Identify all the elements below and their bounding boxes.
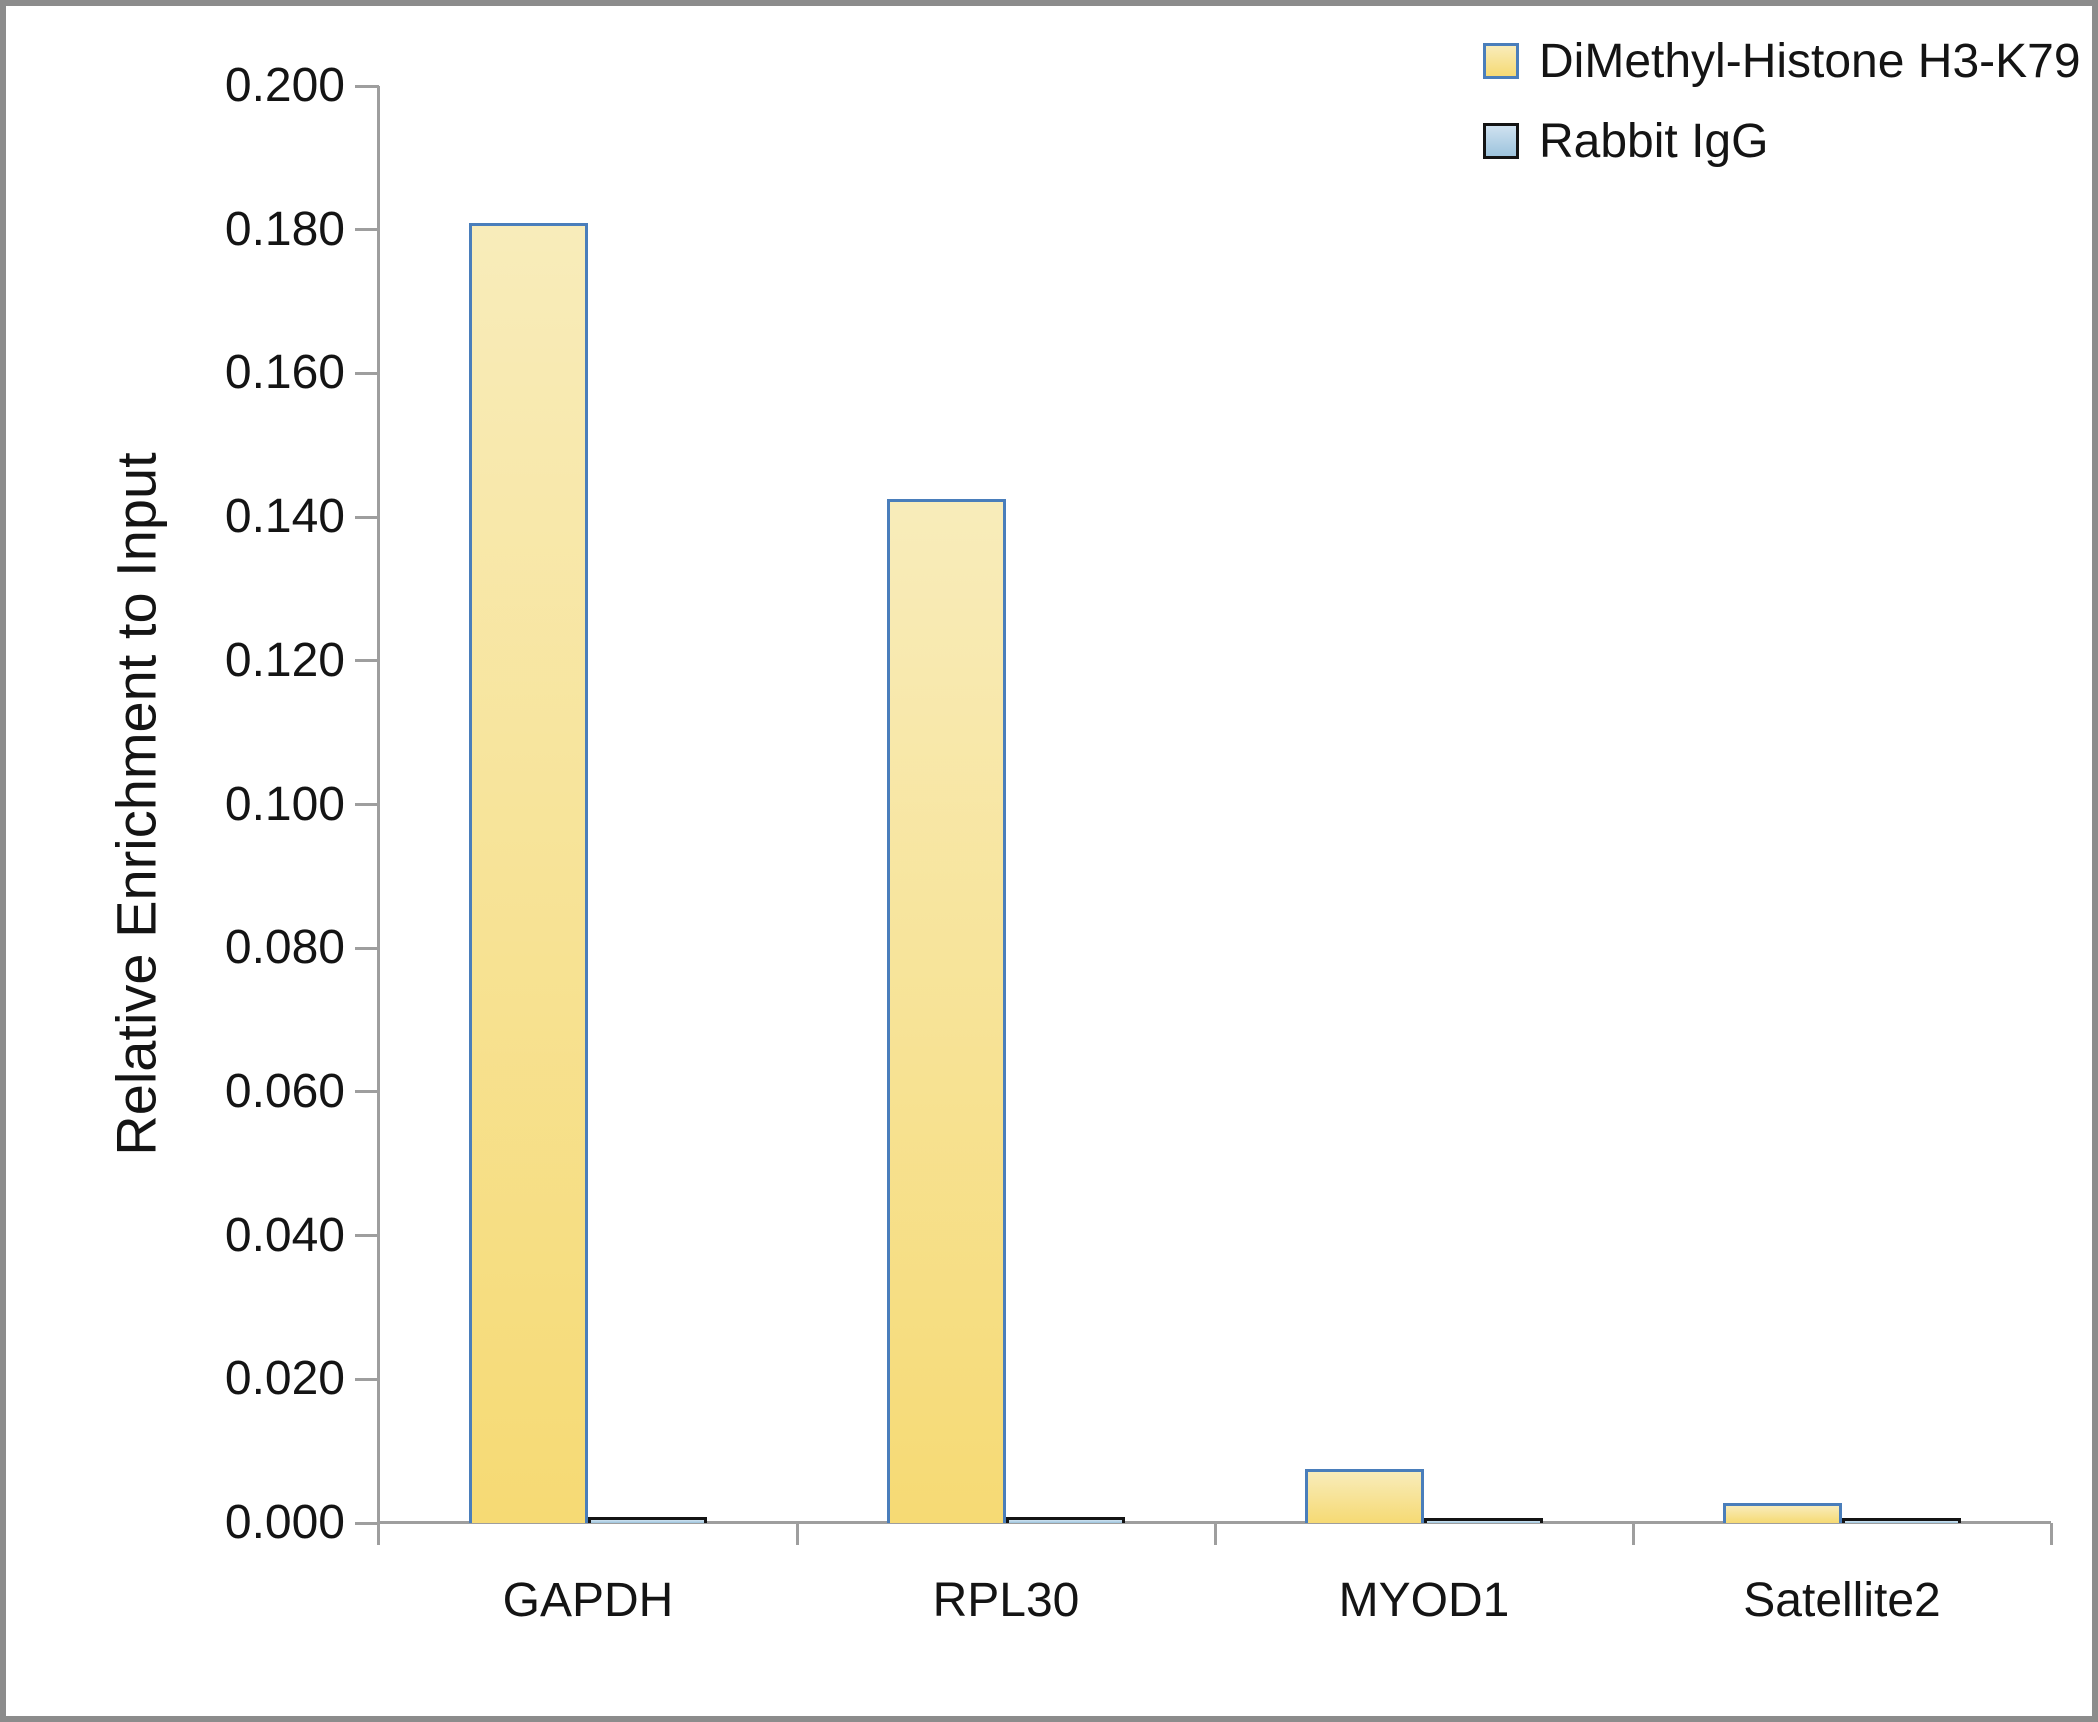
- legend-swatch-rabbit-igg-icon: [1483, 123, 1519, 159]
- legend-swatch-dimethyl-icon: [1483, 43, 1519, 79]
- bar-igg-rpl30: [1006, 1517, 1125, 1523]
- y-tick-mark: [355, 1234, 379, 1238]
- legend-entry-rabbit-igg: Rabbit IgG: [1483, 114, 2081, 168]
- bar-h3k79-satellite2: [1723, 1502, 1842, 1523]
- y-tick-label: 0.180: [224, 202, 345, 256]
- y-tick-label: 0.080: [224, 921, 345, 975]
- legend-entry-dimethyl: DiMethyl-Histone H3-K79: [1483, 34, 2081, 88]
- y-tick-label: 0.040: [224, 1208, 345, 1262]
- y-tick-mark: [355, 659, 379, 663]
- y-tick-label: 0.200: [224, 59, 345, 112]
- bar-igg-myod1: [1424, 1518, 1543, 1523]
- x-tick-mark: [795, 1523, 799, 1545]
- x-axis-line: [379, 1521, 2051, 1524]
- y-axis-line: [377, 86, 380, 1545]
- x-tick-mark: [1213, 1523, 1217, 1545]
- x-tick-mark: [1631, 1523, 1635, 1545]
- y-tick-mark: [355, 515, 379, 519]
- x-category-label-rpl30: RPL30: [932, 1574, 1080, 1627]
- y-tick-label: 0.140: [224, 490, 345, 544]
- x-category-label-myod1: MYOD1: [1338, 1574, 1510, 1627]
- bar-h3k79-rpl30: [887, 499, 1006, 1523]
- y-tick-mark: [355, 803, 379, 806]
- y-tick-mark: [355, 1377, 379, 1381]
- x-category-label-satellite2: Satellite2: [1743, 1574, 1941, 1627]
- y-tick-label: 0.020: [224, 1352, 345, 1406]
- y-tick-label: 0.160: [224, 346, 345, 400]
- y-tick-label: 0.100: [224, 777, 345, 831]
- legend-label-dimethyl: DiMethyl-Histone H3-K79: [1539, 34, 2081, 88]
- bar-igg-gapdh: [588, 1517, 707, 1523]
- y-tick-mark: [355, 1521, 379, 1525]
- y-tick-label: 0.000: [224, 1496, 345, 1549]
- bar-h3k79-gapdh: [469, 222, 588, 1523]
- y-tick-mark: [355, 946, 379, 950]
- y-tick-mark: [355, 1090, 379, 1094]
- y-tick-mark: [355, 84, 379, 88]
- y-tick-mark: [355, 228, 379, 232]
- x-tick-mark: [2049, 1523, 2053, 1545]
- bar-igg-satellite2: [1842, 1518, 1961, 1523]
- legend-label-rabbit-igg: Rabbit IgG: [1539, 114, 1769, 168]
- chart-legend: DiMethyl-Histone H3-K79 Rabbit IgG: [1483, 34, 2081, 196]
- y-tick-mark: [355, 371, 379, 375]
- y-tick-label: 0.060: [224, 1064, 345, 1118]
- y-tick-label: 0.120: [224, 633, 345, 687]
- x-category-label-gapdh: GAPDH: [502, 1574, 674, 1627]
- bar-h3k79-myod1: [1305, 1469, 1424, 1523]
